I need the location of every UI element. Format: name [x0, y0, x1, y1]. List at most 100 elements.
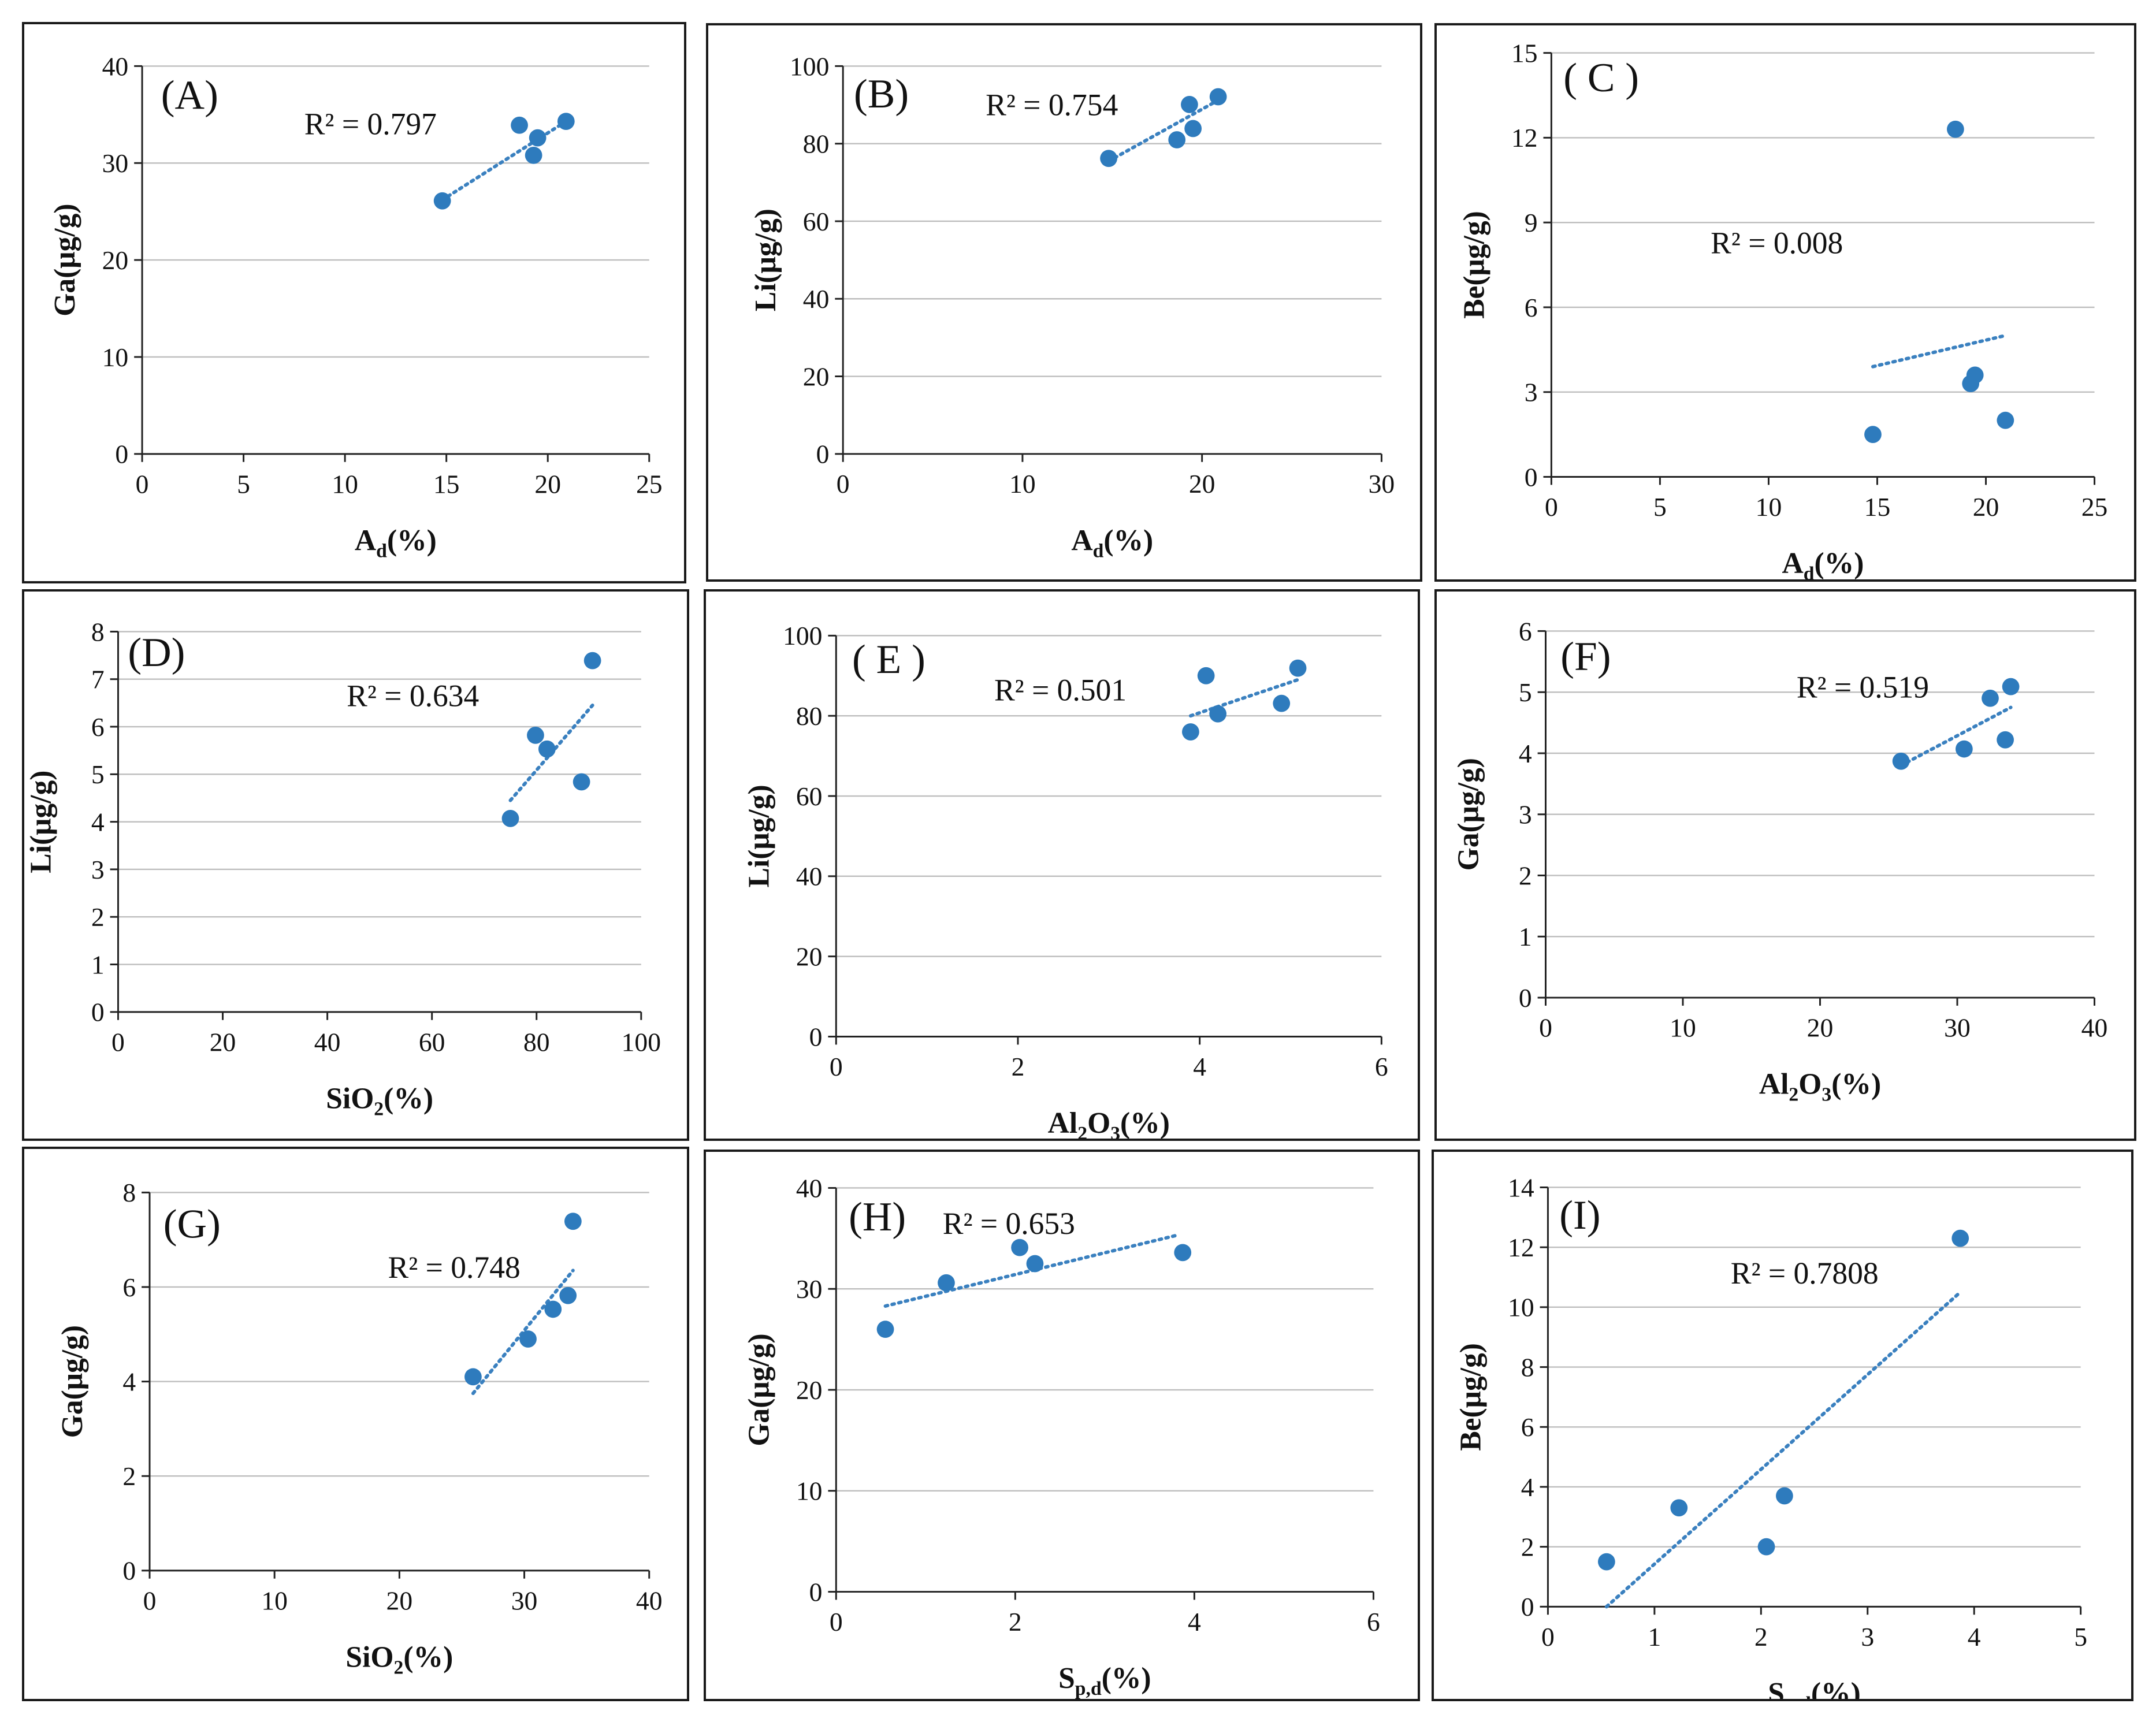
panel-label: (F) [1560, 634, 1611, 679]
data-point [538, 740, 556, 758]
data-point [1966, 366, 1984, 384]
scatter-panel-8: 0 10 20 30 40 0 2 4 6 Sp,d(%) Ga(μg/g) (H) R² = 0.65… [704, 1150, 1420, 1701]
x-tick-label: 30 [511, 1586, 538, 1615]
y-tick-label: 40 [803, 284, 830, 314]
x-tick-label: 6 [1375, 1052, 1388, 1081]
x-tick-label: 30 [1369, 469, 1395, 499]
y-axis-title: Ga(μg/g) [742, 1333, 775, 1446]
data-point [1174, 1244, 1192, 1262]
x-tick-label: 0 [136, 469, 149, 499]
y-tick-label: 0 [1525, 462, 1538, 492]
y-tick-label: 10 [1508, 1293, 1534, 1322]
y-tick-label: 1 [91, 950, 105, 979]
y-tick-label: 12 [1511, 123, 1538, 153]
y-tick-label: 4 [91, 807, 105, 836]
y-tick-label: 100 [783, 621, 822, 650]
r-squared-label: R² = 0.634 [347, 678, 479, 713]
y-tick-label: 0 [91, 998, 105, 1027]
data-point [2002, 678, 2020, 696]
x-tick-label: 40 [314, 1027, 341, 1057]
data-point [1997, 411, 2014, 429]
y-tick-label: 80 [803, 129, 830, 159]
y-tick-label: 6 [1519, 616, 1532, 646]
y-tick-label: 0 [809, 1022, 823, 1051]
trendline [1899, 705, 2013, 768]
y-tick-label: 100 [790, 51, 829, 81]
x-axis-title: Sp,d(%) [1058, 1662, 1151, 1699]
scatter-chart-svg: 0 1 2 3 4 5 6 0 10 20 30 40 Al2O3(%) Ga(μg/g) (F) R² = … [1452, 616, 2107, 1106]
x-tick-label: 15 [433, 469, 460, 499]
x-tick-label: 60 [419, 1027, 445, 1057]
x-axis-title: Al2O3(%) [1759, 1068, 1881, 1106]
x-tick-label: 10 [1756, 492, 1782, 522]
data-point [564, 1213, 582, 1230]
y-axis-title: Li(μg/g) [749, 209, 782, 311]
y-axis-title: Ga(μg/g) [56, 1325, 89, 1438]
x-tick-label: 6 [1367, 1607, 1380, 1637]
y-axis-title: Ga(μg/g) [1452, 758, 1485, 871]
y-tick-label: 1 [1519, 922, 1532, 951]
y-tick-label: 8 [1521, 1352, 1534, 1382]
x-tick-label: 10 [1670, 1013, 1696, 1042]
r-squared-label: R² = 0.748 [388, 1250, 521, 1285]
data-point [1182, 723, 1199, 741]
y-tick-label: 0 [115, 440, 128, 469]
y-tick-label: 3 [1525, 378, 1538, 407]
data-point [1946, 120, 1964, 138]
data-point [1100, 150, 1117, 168]
data-point [1757, 1538, 1775, 1556]
x-tick-label: 30 [1944, 1013, 1971, 1042]
y-tick-label: 14 [1508, 1173, 1534, 1202]
x-tick-label: 40 [636, 1586, 663, 1615]
x-tick-label: 80 [523, 1027, 550, 1057]
y-tick-label: 30 [102, 148, 129, 178]
data-point [573, 773, 590, 791]
y-tick-label: 15 [1511, 38, 1538, 68]
scatter-chart-svg: 0 3 6 9 12 15 0 5 10 15 20 25 Ad(%) Be(μg/g) ( C ) R² =… [1458, 38, 2107, 579]
y-tick-label: 8 [91, 617, 105, 646]
x-tick-label: 4 [1968, 1622, 1981, 1652]
y-tick-label: 2 [1521, 1533, 1534, 1562]
data-point [1597, 1553, 1615, 1571]
x-tick-label: 4 [1188, 1607, 1201, 1637]
y-tick-label: 4 [122, 1367, 136, 1396]
y-tick-label: 7 [91, 665, 105, 694]
data-point [557, 113, 575, 130]
data-point [1181, 96, 1198, 113]
y-tick-label: 10 [102, 343, 129, 372]
trendline [1107, 98, 1220, 163]
panel-label: (B) [854, 71, 909, 117]
x-tick-label: 0 [837, 469, 850, 499]
data-point [519, 1330, 537, 1348]
y-tick-label: 20 [803, 362, 830, 391]
data-point [511, 116, 528, 134]
y-tick-label: 20 [796, 942, 823, 972]
x-tick-label: 15 [1864, 492, 1891, 522]
y-axis-title: Ga(μg/g) [49, 203, 81, 316]
data-point [1951, 1229, 1969, 1247]
x-axis-title: SiO2(%) [326, 1082, 433, 1120]
y-tick-label: 5 [91, 760, 105, 789]
y-tick-label: 40 [796, 1173, 823, 1203]
y-tick-label: 6 [1525, 293, 1538, 322]
y-tick-label: 40 [796, 862, 823, 891]
r-squared-label: R² = 0.653 [943, 1206, 1075, 1241]
data-point [1209, 88, 1227, 106]
data-point [1997, 731, 2014, 749]
data-point [1955, 740, 1973, 758]
r-squared-label: R² = 0.7808 [1731, 1256, 1879, 1290]
x-tick-label: 20 [1807, 1013, 1834, 1042]
x-axis-title: Sp,d(%) [1768, 1677, 1860, 1699]
y-tick-label: 0 [809, 1577, 823, 1606]
x-tick-label: 0 [1545, 492, 1558, 522]
x-tick-label: 20 [1189, 469, 1215, 499]
x-tick-label: 1 [1648, 1622, 1661, 1652]
scatter-panel-1: 0 10 20 30 40 0 5 10 15 20 25 Ad(%) Ga(μg/g) (A) R² = … [22, 22, 686, 583]
x-tick-label: 2 [1009, 1607, 1022, 1637]
x-tick-label: 3 [1861, 1622, 1874, 1652]
y-tick-label: 80 [796, 701, 823, 731]
r-squared-label: R² = 0.501 [994, 672, 1127, 707]
data-point [1026, 1255, 1044, 1273]
scatter-panel-4: 0 1 2 3 4 5 6 7 8 0 20 40 60 80 100 SiO2(%) Li(μg/g) (D) R… [22, 589, 689, 1141]
